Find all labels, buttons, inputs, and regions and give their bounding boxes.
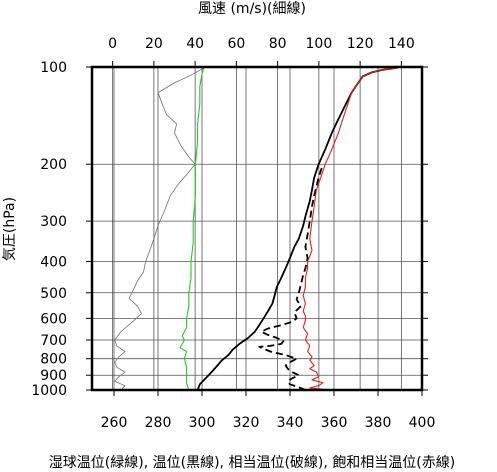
- top-tick-label: 20: [145, 36, 163, 52]
- bottom-axis-title: 湿球温位(緑線), 温位(黒線), 相当温位(破線), 飽和相当温位(赤線): [49, 454, 455, 471]
- top-tick-label: 60: [227, 36, 245, 52]
- pressure-tick-label: 800: [40, 352, 67, 368]
- top-tick-label: 140: [388, 36, 415, 52]
- top-tick-label: 100: [306, 36, 333, 52]
- top-tick-label: 120: [347, 36, 374, 52]
- bottom-tick-label: 320: [233, 415, 260, 431]
- series-lines: [114, 66, 401, 391]
- bottom-axis-ticks: 260 280 300 320 340 360 380 400: [101, 390, 436, 431]
- pressure-tick-label: 400: [40, 254, 67, 270]
- pressure-tick-label: 1000: [31, 383, 67, 399]
- pressure-tick-label: 900: [40, 368, 67, 384]
- pressure-tick-label: 700: [40, 333, 67, 349]
- bottom-tick-label: 340: [277, 415, 304, 431]
- pressure-tick-label: 600: [40, 311, 67, 327]
- bottom-tick-label: 280: [145, 415, 172, 431]
- bottom-tick-label: 300: [189, 415, 216, 431]
- top-axis-ticks: 0 20 40 60 80 100 120 140: [108, 36, 415, 67]
- plot-frame: [90, 65, 424, 392]
- wind-line: [114, 66, 206, 391]
- pressure-tick-label: 100: [40, 60, 67, 76]
- top-tick-label: 40: [186, 36, 204, 52]
- top-axis-title: 風速 (m/s)(細線): [198, 1, 306, 17]
- saturated-line: [302, 66, 401, 391]
- top-tick-label: 0: [108, 36, 117, 52]
- pressure-tick-label: 300: [40, 214, 67, 230]
- pressure-tick-label: 500: [40, 286, 67, 302]
- bottom-tick-label: 260: [101, 415, 128, 431]
- wet_bulb-line: [179, 66, 205, 391]
- grid-lines: [92, 66, 423, 391]
- y-axis-title: 気圧(hPa): [2, 197, 18, 261]
- equivalent-line: [258, 163, 324, 391]
- potential-line: [196, 66, 401, 391]
- bottom-tick-label: 380: [365, 415, 392, 431]
- bottom-tick-label: 360: [321, 415, 348, 431]
- bottom-tick-label: 400: [409, 415, 436, 431]
- pressure-tick-label: 200: [40, 157, 67, 173]
- top-tick-label: 80: [269, 36, 287, 52]
